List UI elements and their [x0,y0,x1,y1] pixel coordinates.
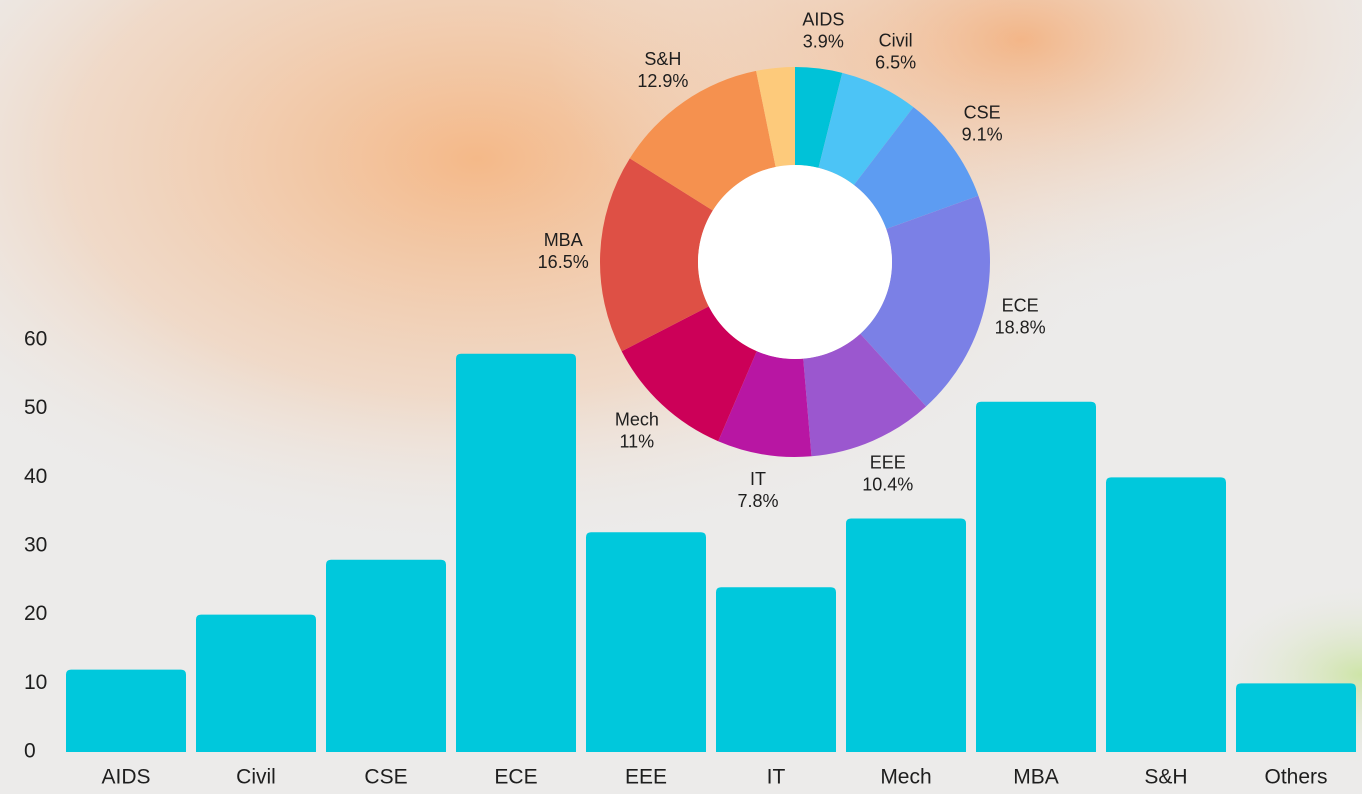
slice-label: Civil [879,31,913,51]
slice-value: 12.9% [637,71,688,91]
y-tick-label: 20 [24,602,47,625]
slice-value: 18.8% [995,318,1046,338]
slice-value: 7.8% [738,491,779,511]
slice-label: ECE [1002,296,1039,316]
pie-slice [600,158,713,352]
y-tick-label: 60 [24,328,47,351]
pie-slice [629,70,776,211]
slice-value: 16.5% [538,252,589,272]
x-tick-label: S&H [1144,766,1187,789]
pie-slice [803,333,927,457]
bar [196,614,316,752]
pie-slice [860,195,990,407]
y-tick-label: 0 [24,740,36,763]
x-tick-label: Civil [236,766,276,789]
slice-value: 9.1% [962,125,1003,145]
slice-value: 11% [619,431,654,451]
slice-label: CSE [964,103,1001,123]
pie-slice [853,107,979,230]
x-tick-label: AIDS [101,766,150,789]
bar [66,669,186,752]
slice-label: IT [750,469,766,489]
pie-slice [718,351,812,458]
donut-hole [698,165,892,359]
bar [456,353,576,752]
bar [716,587,836,752]
x-tick-label: ECE [494,766,537,789]
bar [976,401,1096,752]
pie-slice [795,67,843,168]
x-tick-label: CSE [364,766,407,789]
slice-value: 3.9% [803,31,844,51]
bar [846,518,966,752]
y-tick-label: 40 [24,465,47,488]
slice-label: S&H [644,49,681,69]
bar [1236,683,1356,752]
y-tick-label: 50 [24,396,47,419]
slice-label: EEE [870,452,906,472]
x-tick-label: Mech [880,766,931,789]
bar [326,559,446,752]
x-tick-label: IT [767,766,786,789]
slice-value: 10.4% [862,474,913,494]
pie-slice [818,72,914,185]
x-tick-label: EEE [625,766,667,789]
bar [586,532,706,752]
y-tick-label: 30 [24,534,47,557]
slice-value: 6.5% [875,53,916,73]
slice-label: MBA [544,230,583,250]
x-tick-label: MBA [1013,766,1059,789]
bar [1106,477,1226,752]
slice-label: AIDS [802,9,844,29]
pie-slice [756,67,795,167]
slice-label: Mech [615,409,659,429]
y-tick-label: 10 [24,671,47,694]
pie-slice [621,306,757,442]
x-tick-label: Others [1264,766,1327,789]
